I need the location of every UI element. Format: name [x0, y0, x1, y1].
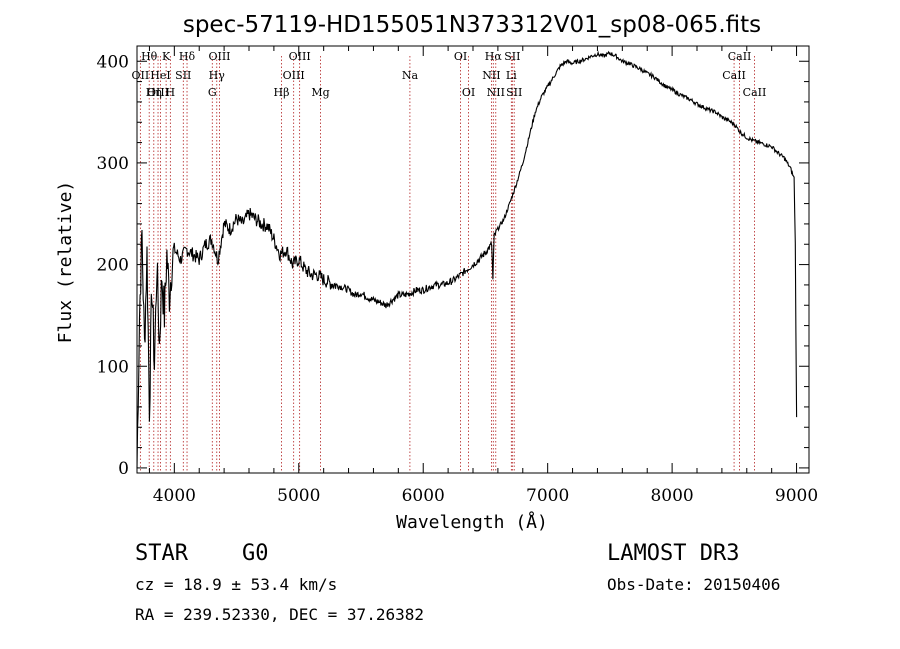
y-axis-label: Flux (relative) — [55, 181, 76, 344]
emission-line-label: OI — [454, 50, 467, 63]
emission-line-label: Hθ — [141, 50, 158, 63]
y-tick-label: 400 — [97, 52, 129, 72]
survey-name: LAMOST DR3 — [607, 541, 740, 566]
emission-line-label: OIII — [147, 86, 169, 99]
x-tick-label: 6000 — [402, 486, 445, 506]
emission-line-label: OIII — [289, 50, 311, 63]
x-axis-ticks: 4000 5000 6000 7000 8000 9000 — [148, 46, 818, 506]
observation-date: Obs-Date: 20150406 — [607, 575, 781, 594]
emission-line-label: SII — [504, 50, 520, 63]
emission-line-label: OIII — [283, 69, 305, 82]
emission-line-label: SII — [175, 69, 191, 82]
emission-line-label: Hδ — [179, 50, 196, 63]
y-tick-label: 300 — [97, 154, 129, 174]
emission-line-label: Li — [506, 69, 517, 82]
y-tick-label: 0 — [118, 459, 129, 479]
emission-line-markers — [139, 56, 755, 473]
redshift-cz: cz = 18.9 ± 53.4 km/s — [135, 575, 338, 594]
x-tick-label: 8000 — [650, 486, 693, 506]
spectral-subclass: G0 — [242, 541, 269, 566]
emission-line-label: NII — [482, 69, 500, 82]
x-axis-label: Wavelength (Å) — [396, 511, 548, 533]
emission-line-label: G — [208, 86, 217, 99]
emission-line-label: Hγ — [209, 69, 226, 82]
x-tick-label: 5000 — [277, 486, 320, 506]
coordinates: RA = 239.52330, DEC = 37.26382 — [135, 605, 424, 624]
chart-title: spec-57119-HD155051N373312V01_sp08-065.f… — [183, 12, 761, 38]
emission-line-label: SII — [506, 86, 522, 99]
emission-line-label: CaII — [722, 69, 746, 82]
y-tick-label: 200 — [97, 256, 129, 276]
emission-line-label: Hα — [485, 50, 503, 63]
emission-line-label: OI — [462, 86, 475, 99]
emission-line-label: CaII — [743, 86, 767, 99]
emission-line-label: HeI — [150, 69, 170, 82]
emission-line-label: OIII — [208, 50, 230, 63]
emission-line-label: CaII — [728, 50, 752, 63]
object-class: STAR — [135, 541, 188, 566]
emission-line-label: Hβ — [274, 86, 290, 99]
x-tick-label: 9000 — [775, 486, 818, 506]
flux-series-line — [136, 50, 798, 469]
emission-line-label: NII — [487, 86, 505, 99]
emission-line-label: Hη — [146, 86, 162, 99]
x-tick-label: 4000 — [153, 486, 196, 506]
emission-line-label: H — [166, 86, 176, 99]
emission-line-label: Mg — [311, 86, 329, 99]
emission-line-labels: Hθ OII OIII K HeI Hη SII H Hδ OIII Hγ G Hβ OIII OIII Mg… — [132, 50, 767, 99]
x-tick-label: 7000 — [526, 486, 569, 506]
emission-line-label: K — [162, 50, 171, 63]
emission-line-label: OII — [132, 69, 150, 82]
y-axis-ticks: 0 100 200 300 400 — [97, 52, 809, 479]
plot-frame — [136, 45, 810, 474]
emission-line-label: Na — [402, 69, 419, 82]
y-tick-label: 100 — [97, 357, 129, 377]
